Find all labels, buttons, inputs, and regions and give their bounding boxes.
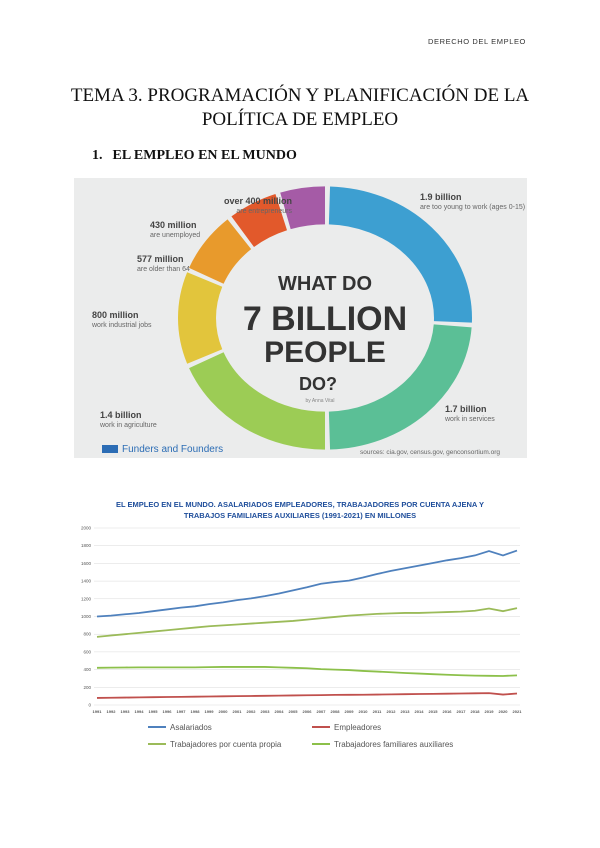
x-tick-label: 2010	[359, 709, 369, 714]
item-amount: 1.7 billion	[445, 404, 487, 414]
x-tick-label: 2000	[219, 709, 229, 714]
x-tick-label: 2015	[429, 709, 439, 714]
headline-1: WHAT DO	[278, 273, 372, 295]
donut	[178, 186, 472, 450]
donut-segment	[231, 194, 288, 248]
brand-logo	[102, 445, 118, 453]
y-tick-label: 1000	[81, 614, 92, 619]
x-tick-label: 1992	[107, 709, 117, 714]
x-tick-label: 2018	[471, 709, 481, 714]
x-tick-label: 2003	[261, 709, 271, 714]
x-tick-label: 1997	[177, 709, 187, 714]
item-desc: are too young to work (ages 0-15)	[420, 204, 525, 211]
x-tick-label: 2013	[401, 709, 411, 714]
x-tick-label: 2021	[513, 709, 523, 714]
brand: Funders and Founders	[122, 444, 223, 455]
x-tick-label: 1998	[191, 709, 201, 714]
legend-label: Asalariados	[170, 723, 212, 732]
y-tick-label: 400	[83, 667, 91, 672]
x-tick-label: 2004	[275, 709, 285, 714]
donut-segment	[189, 219, 252, 285]
section-text: EL EMPLEO EN EL MUNDO	[112, 148, 297, 163]
y-tick-label: 1400	[81, 579, 92, 584]
item-amount: 1.9 billion	[420, 192, 462, 202]
donut-segment	[280, 186, 326, 230]
x-tick-label: 2001	[233, 709, 243, 714]
x-tick-label: 2007	[317, 709, 327, 714]
x-tick-label: 1995	[149, 709, 159, 714]
y-tick-label: 600	[83, 649, 91, 654]
x-tick-label: 2012	[387, 709, 397, 714]
x-tick-label: 2002	[247, 709, 257, 714]
item-amount: 800 million	[92, 310, 139, 320]
y-tick-label: 0	[88, 703, 91, 708]
item-amount: 430 million	[150, 220, 197, 230]
series-line	[96, 549, 518, 618]
legend-label: Trabajadores por cuenta propia	[170, 740, 282, 749]
section-number: 1.	[92, 148, 103, 163]
legend-label: Empleadores	[334, 723, 381, 732]
y-tick-label: 800	[83, 632, 91, 637]
series-line	[96, 607, 518, 638]
x-tick-label: 2005	[289, 709, 299, 714]
byline: by Anna Vital	[305, 398, 334, 404]
item-amount: over 400 million	[224, 196, 292, 206]
running-header: DERECHO DEL EMPLEO	[427, 37, 526, 46]
donut-segment	[178, 272, 223, 364]
item-desc: work in services	[444, 416, 495, 423]
x-tick-label: 2011	[373, 709, 382, 714]
x-tick-label: 2008	[331, 709, 341, 714]
donut-segment	[328, 186, 472, 323]
y-tick-label: 1200	[81, 596, 92, 601]
y-tick-label: 1600	[81, 561, 92, 566]
x-tick-label: 1993	[121, 709, 131, 714]
section-heading: 1. EL EMPLEO EN EL MUNDO	[92, 148, 307, 164]
item-amount: 577 million	[137, 254, 184, 264]
x-tick-label: 1999	[205, 709, 215, 714]
item-desc: are older than 64	[137, 266, 190, 273]
item-desc: are unemployed	[150, 232, 200, 239]
infographic-items: over 400 million are entrepreneurs 430 mil…	[91, 192, 525, 429]
x-tick-label: 1996	[163, 709, 173, 714]
x-tick-label: 2019	[485, 709, 495, 714]
y-tick-label: 1800	[81, 543, 92, 548]
y-tick-label: 200	[83, 685, 91, 690]
headline-3: PEOPLE	[264, 336, 386, 369]
donut-segment	[328, 323, 472, 450]
y-tick-label: 2000	[81, 526, 92, 531]
item-desc: work in agriculture	[99, 422, 157, 429]
series-line	[96, 666, 518, 677]
x-tick-label: 2016	[443, 709, 453, 714]
sources: sources: cia.gov, census.gov, genconsort…	[360, 449, 500, 456]
x-tick-label: 2020	[499, 709, 509, 714]
chart-title: EL EMPLEO EN EL MUNDO. ASALARIADOS EMPLE…	[116, 500, 484, 520]
x-tick-label: 2009	[345, 709, 355, 714]
headline-4: DO?	[299, 374, 337, 394]
item-amount: 1.4 billion	[100, 410, 142, 420]
legend-label: Trabajadores familiares auxiliares	[334, 740, 453, 749]
donut-segment	[189, 351, 326, 450]
x-tick-label: 2014	[415, 709, 425, 714]
series-line	[96, 692, 518, 699]
infographic: WHAT DO 7 BILLION PEOPLE DO? by Anna Vit…	[74, 178, 527, 458]
headline-2: 7 BILLION	[243, 300, 407, 338]
x-tick-label: 2006	[303, 709, 313, 714]
x-tick-label: 1994	[135, 709, 145, 714]
page-title: TEMA 3. PROGRAMACIÓN Y PLANIFICACIÓN DE …	[70, 85, 530, 130]
item-desc: are entrepreneurs	[236, 208, 292, 215]
item-desc: work industrial jobs	[91, 322, 152, 329]
x-tick-label: 1991	[93, 709, 103, 714]
x-tick-label: 2017	[457, 709, 467, 714]
